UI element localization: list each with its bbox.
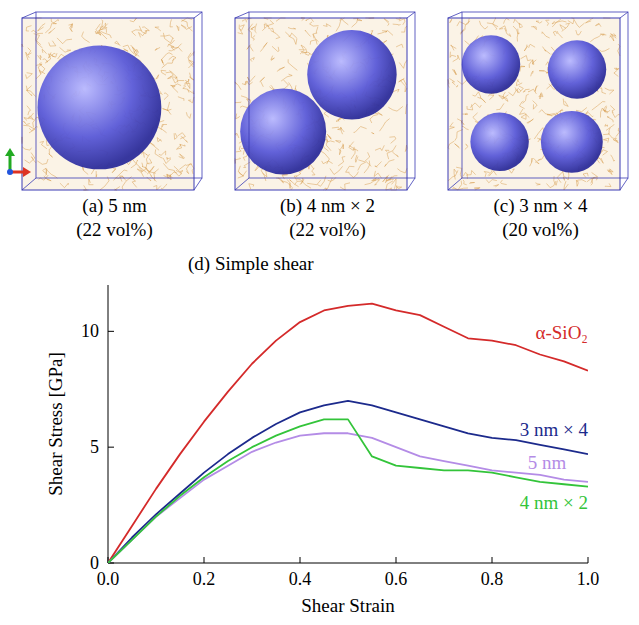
structure-panel <box>448 12 628 190</box>
x-tick-label: 0.2 <box>193 569 216 589</box>
nanoparticle <box>37 46 161 170</box>
series-label: α-SiO₂ <box>536 322 588 343</box>
x-tick-label: 0.8 <box>481 569 504 589</box>
x-tick-label: 0.6 <box>385 569 408 589</box>
panel-fraction: (20 vol%) <box>502 219 579 241</box>
x-tick-label: 0.0 <box>97 569 120 589</box>
nanoparticle <box>470 113 528 171</box>
matrix-bg <box>448 18 620 190</box>
series-line <box>108 433 588 563</box>
x-axis <box>108 563 588 564</box>
series-line <box>108 401 588 563</box>
y-axis-title: Shear Stress [GPa] <box>45 352 66 496</box>
x-tick <box>492 557 493 563</box>
box-edge <box>22 12 202 190</box>
box-front <box>22 18 194 190</box>
y-tick <box>108 447 114 448</box>
box-front <box>448 18 620 190</box>
triad-y-head <box>5 148 15 156</box>
chart-title: (d) Simple shear <box>188 253 314 275</box>
panel-fraction: (22 vol%) <box>76 219 153 241</box>
structure-panel <box>235 12 415 190</box>
triad-x-head <box>23 167 31 177</box>
box-back <box>36 12 202 178</box>
nanoparticle <box>548 40 606 98</box>
nanoparticle <box>307 30 396 119</box>
matrix-bg <box>22 18 194 190</box>
y-tick <box>108 331 114 332</box>
x-tick-label: 0.4 <box>289 569 312 589</box>
x-axis-title: Shear Strain <box>301 595 395 616</box>
series-label: 4 nm × 2 <box>520 492 588 513</box>
y-axis <box>108 285 109 563</box>
x-tick <box>204 557 205 563</box>
panel-caption: (a) 5 nm <box>82 195 147 217</box>
box-edge <box>448 12 628 190</box>
series-label: 3 nm × 4 <box>520 419 589 440</box>
panel-caption: (b) 4 nm × 2 <box>280 195 375 217</box>
axis-triad <box>5 148 31 177</box>
panel-fraction: (22 vol%) <box>289 219 366 241</box>
figure: (a) 5 nm(22 vol%)(b) 4 nm × 2(22 vol%)(c… <box>0 0 639 625</box>
x-tick <box>588 557 589 563</box>
series-label: 5 nm <box>528 452 567 473</box>
series-line <box>108 419 588 563</box>
polymer-mesh <box>448 18 620 190</box>
box-edge <box>235 12 415 190</box>
nanoparticle <box>240 89 326 175</box>
lines <box>108 304 588 563</box>
box-back <box>249 12 415 178</box>
y-tick-label: 10 <box>81 321 99 341</box>
series-line <box>108 304 588 563</box>
matrix-bg <box>235 18 407 190</box>
polymer-mesh <box>235 18 407 190</box>
nanoparticle <box>541 111 603 173</box>
box-back <box>462 12 628 178</box>
nanoparticle <box>462 35 520 93</box>
triad-z <box>7 169 13 175</box>
panel-caption: (c) 3 nm × 4 <box>493 195 588 217</box>
y-tick-label: 5 <box>90 437 99 457</box>
structure-panel <box>22 12 202 190</box>
polymer-mesh <box>22 18 194 190</box>
x-tick-label: 1.0 <box>577 569 600 589</box>
box-front <box>235 18 407 190</box>
x-tick <box>396 557 397 563</box>
x-tick <box>300 557 301 563</box>
y-tick-label: 0 <box>90 553 99 573</box>
